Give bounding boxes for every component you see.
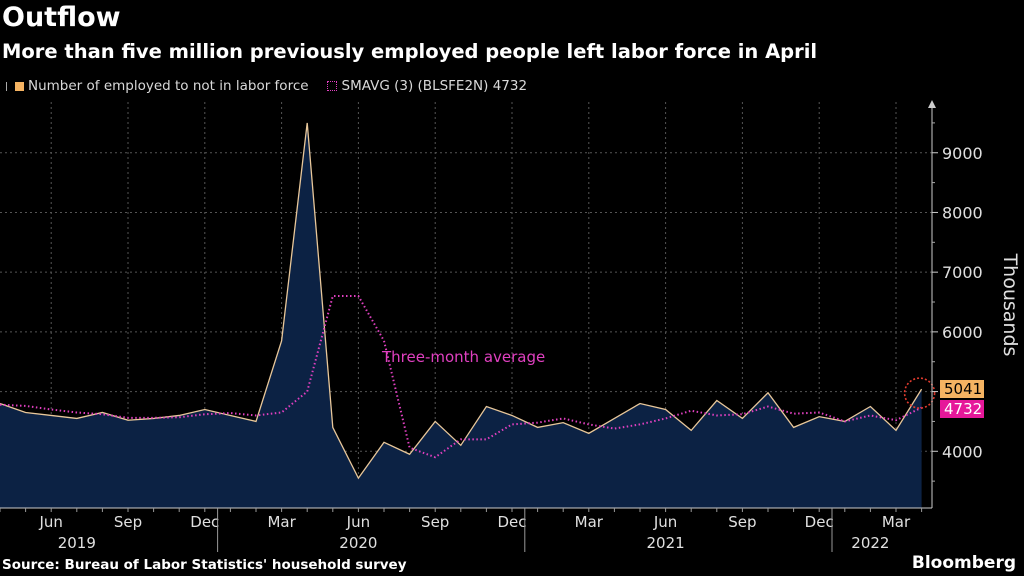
y-tick-label-2: 6000 bbox=[942, 323, 983, 342]
x-tick-label-9: Sep bbox=[728, 513, 756, 531]
y-tick-label-5: 9000 bbox=[942, 144, 983, 163]
x-tick-label-5: Sep bbox=[421, 513, 449, 531]
y-tick-label-4: 8000 bbox=[942, 203, 983, 222]
year-label-0: 2019 bbox=[58, 534, 96, 552]
year-label-3: 2022 bbox=[851, 534, 889, 552]
x-tick-label-10: Dec bbox=[805, 513, 834, 531]
series1-line bbox=[0, 122, 923, 480]
annotation-three-month-average: Three-month average bbox=[381, 348, 545, 366]
chart-title: Outflow bbox=[2, 2, 121, 33]
legend-swatch-series1-icon bbox=[15, 81, 24, 91]
x-tick-label-8: Jun bbox=[653, 513, 677, 531]
source-note: Source: Bureau of Labor Statistics' hous… bbox=[2, 557, 407, 573]
legend: Number of employed to not in labor force… bbox=[6, 78, 527, 94]
legend-pin-icon bbox=[6, 81, 10, 91]
year-label-2: 2021 bbox=[647, 534, 685, 552]
y-axis-label: Thousands bbox=[999, 253, 1021, 357]
series2-line bbox=[0, 295, 923, 459]
legend-label-series1: Number of employed to not in labor force bbox=[28, 78, 309, 94]
x-tick-label-4: Jun bbox=[346, 513, 370, 531]
y-tick-label-0: 4000 bbox=[942, 442, 983, 461]
badge-series2-bg bbox=[940, 400, 984, 418]
x-tick-label-11: Mar bbox=[882, 513, 911, 531]
x-tick-label-2: Dec bbox=[190, 513, 219, 531]
y-axis-arrow-icon bbox=[928, 100, 936, 108]
y-tick-label-3: 7000 bbox=[942, 263, 983, 282]
badge-series1-bg bbox=[940, 380, 984, 398]
x-tick-label-0: Jun bbox=[38, 513, 62, 531]
badge-series2-label: 4732 bbox=[944, 400, 982, 418]
badge-series1-label: 5041 bbox=[944, 380, 982, 398]
x-tick-label-3: Mar bbox=[267, 513, 296, 531]
chart-subtitle: More than five million previously employ… bbox=[2, 40, 818, 63]
x-tick-label-6: Dec bbox=[497, 513, 526, 531]
year-label-1: 2020 bbox=[339, 534, 377, 552]
x-tick-label-7: Mar bbox=[575, 513, 604, 531]
x-tick-label-1: Sep bbox=[114, 513, 142, 531]
bloomberg-logo: Bloomberg bbox=[911, 553, 1016, 573]
legend-swatch-series2-icon bbox=[326, 81, 337, 91]
series1-area bbox=[0, 122, 922, 508]
highlight-circle-icon bbox=[903, 377, 936, 409]
legend-label-series2: SMAVG (3) (BLSFE2N) 4732 bbox=[341, 78, 528, 94]
